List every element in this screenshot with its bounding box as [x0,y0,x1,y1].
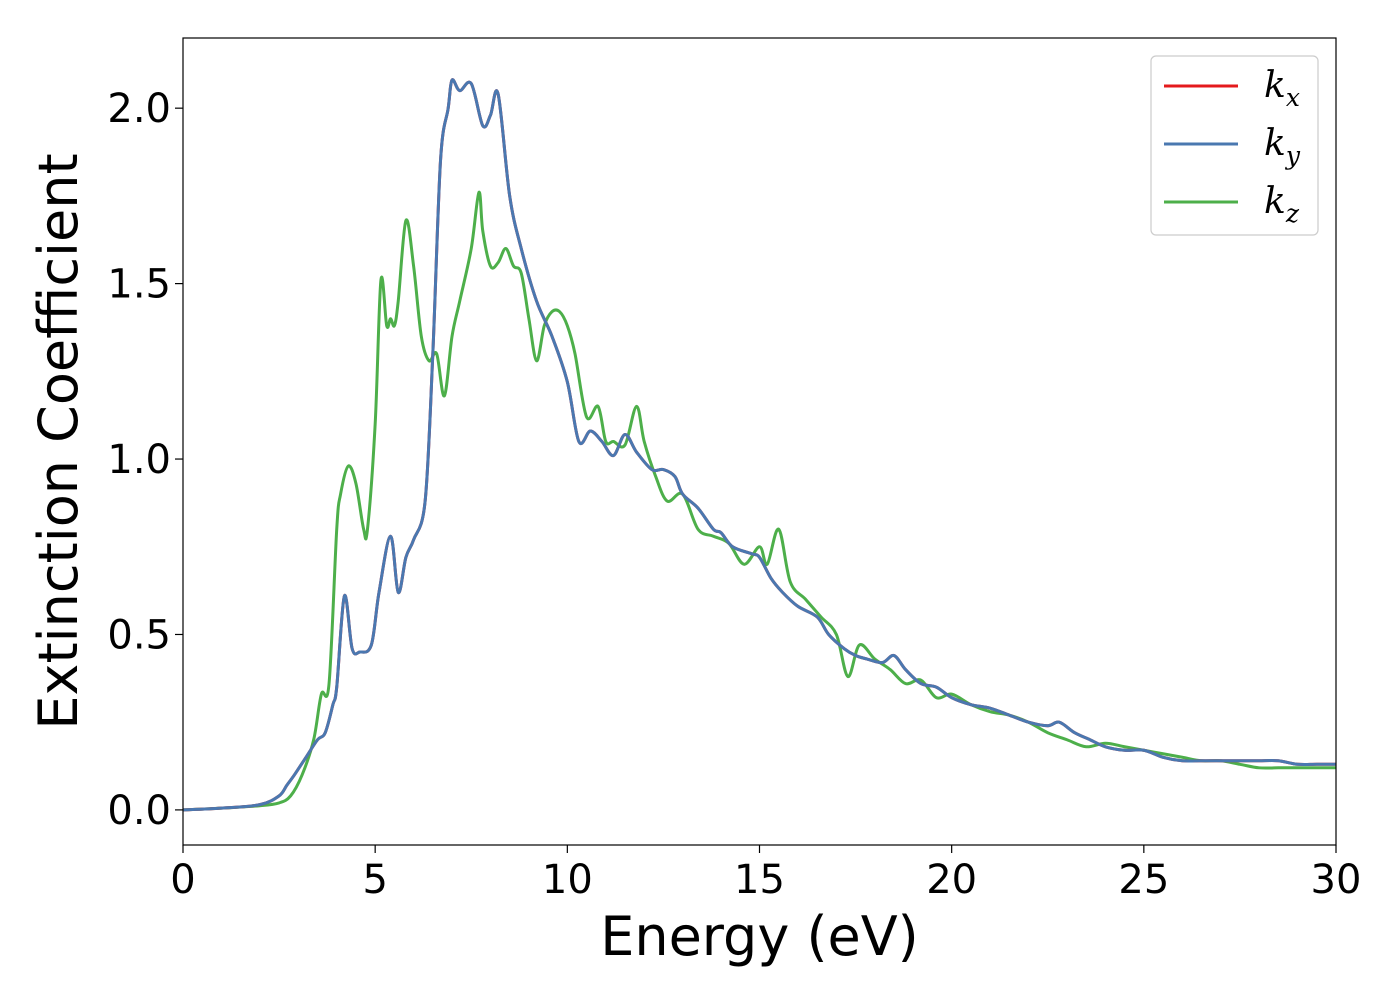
legend: kx ky kz [1150,55,1319,236]
series-layer [183,78,1336,812]
y-axis-ticks: 0.0 0.5 1.0 1.5 2.0 [107,86,183,834]
series-line-y [183,78,1336,812]
legend-label-x: kx [1264,65,1300,112]
x-tick-label: 10 [542,857,593,903]
y-tick-label: 0.5 [107,612,171,658]
y-tick-label: 0.0 [107,788,171,834]
y-tick-label: 2.0 [107,86,171,132]
legend-label-z: kz [1264,181,1300,228]
y-axis-title: Extinction Coefficient [27,153,90,729]
x-tick-label: 0 [170,857,195,903]
y-tick-label: 1.5 [107,262,171,308]
x-tick-label: 30 [1311,857,1362,903]
x-axis-ticks: 0 5 10 15 20 25 30 [170,845,1361,903]
legend-label-y: ky [1264,123,1301,170]
series-line-z [183,190,1336,812]
x-tick-label: 5 [362,857,387,903]
y-tick-label: 1.0 [107,437,171,483]
x-tick-label: 25 [1118,857,1169,903]
x-tick-label: 15 [734,857,785,903]
x-axis-title: Energy (eV) [600,905,919,968]
x-tick-label: 20 [926,857,977,903]
